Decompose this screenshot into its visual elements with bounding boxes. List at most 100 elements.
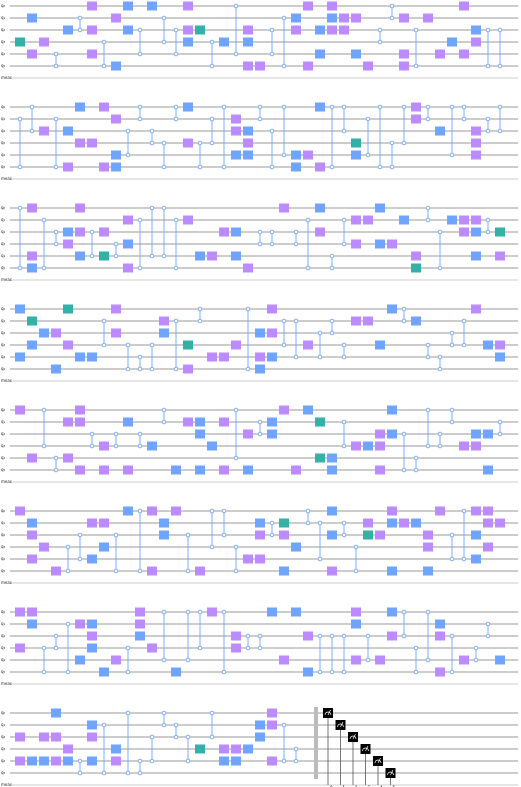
- gate: [27, 317, 37, 326]
- gate: [327, 454, 337, 463]
- gate: [471, 127, 481, 136]
- target-dot: [18, 206, 22, 210]
- gate: [483, 507, 493, 516]
- control-dot: [90, 432, 94, 436]
- gate: [399, 50, 409, 59]
- gate: [315, 228, 325, 237]
- control-dot: [390, 4, 394, 8]
- gate: [327, 26, 337, 35]
- gate: [51, 733, 61, 742]
- gate: [123, 240, 133, 249]
- control-dot: [198, 141, 202, 145]
- gate: [363, 531, 373, 540]
- target-dot: [222, 509, 226, 513]
- gate: [495, 228, 505, 237]
- control-dot: [330, 254, 334, 258]
- control-dot: [462, 343, 466, 347]
- target-dot: [498, 432, 502, 436]
- gate: [147, 567, 157, 576]
- gate: [411, 519, 421, 528]
- gate: [27, 204, 37, 213]
- control-dot: [186, 569, 190, 573]
- gate: [471, 151, 481, 160]
- gate: [315, 418, 325, 427]
- control-dot: [150, 343, 154, 347]
- gate: [111, 656, 121, 665]
- gate: [279, 406, 289, 415]
- gate: [243, 745, 253, 754]
- gate: [51, 567, 61, 576]
- gate: [399, 216, 409, 225]
- control-dot: [198, 307, 202, 311]
- gate: [279, 204, 289, 213]
- wire-label: q₀: [1, 508, 6, 513]
- gate: [387, 632, 397, 641]
- control-dot: [462, 557, 466, 561]
- gate: [219, 353, 229, 362]
- control-dot: [138, 509, 142, 513]
- gate: [15, 305, 25, 314]
- target-dot: [330, 634, 334, 638]
- gate: [87, 519, 97, 528]
- measure-gate: [336, 720, 346, 730]
- gate: [15, 406, 25, 415]
- gate: [99, 543, 109, 552]
- gate: [483, 543, 493, 552]
- wire-label: q₂: [1, 330, 6, 335]
- wire-label: q₅: [1, 63, 6, 68]
- target-dot: [486, 129, 490, 133]
- target-dot: [402, 307, 406, 311]
- gate: [123, 418, 133, 427]
- gate: [435, 632, 445, 641]
- control-dot: [258, 117, 262, 121]
- gate: [99, 442, 109, 451]
- control-dot: [78, 533, 82, 537]
- wire-label: q₄: [1, 253, 6, 258]
- gate: [471, 555, 481, 564]
- target-dot: [162, 658, 166, 662]
- wire-label: meas: [1, 782, 12, 787]
- gate: [63, 163, 73, 172]
- wire-label: q₄: [1, 51, 6, 56]
- gate: [87, 555, 97, 564]
- gate: [255, 519, 265, 528]
- gate: [195, 466, 205, 475]
- target-dot: [426, 408, 430, 412]
- gate: [123, 26, 133, 35]
- wire-label: q₁: [1, 116, 6, 121]
- wire-label: q₃: [1, 39, 6, 44]
- target-dot: [186, 610, 190, 614]
- control-dot: [498, 129, 502, 133]
- gate: [351, 656, 361, 665]
- gate: [459, 228, 469, 237]
- control-dot: [342, 129, 346, 133]
- target-dot: [330, 331, 334, 335]
- target-dot: [114, 444, 118, 448]
- target-dot: [294, 242, 298, 246]
- target-dot: [414, 28, 418, 32]
- target-dot: [258, 432, 262, 436]
- gate: [27, 531, 37, 540]
- control-dot: [330, 319, 334, 323]
- gate: [411, 103, 421, 112]
- gate: [183, 2, 193, 11]
- target-dot: [246, 646, 250, 650]
- control-dot: [150, 759, 154, 763]
- wire-label: q₀: [1, 205, 6, 210]
- gate: [159, 317, 169, 326]
- gate: [399, 14, 409, 23]
- control-dot: [162, 711, 166, 715]
- gate: [303, 341, 313, 350]
- target-dot: [174, 28, 178, 32]
- gate: [267, 721, 277, 730]
- gate: [195, 418, 205, 427]
- wire-label: q₃: [1, 342, 6, 347]
- control-dot: [462, 105, 466, 109]
- gate: [195, 745, 205, 754]
- control-dot: [366, 634, 370, 638]
- target-dot: [294, 319, 298, 323]
- measure-gate: [323, 708, 333, 718]
- target-dot: [402, 432, 406, 436]
- gate: [75, 620, 85, 629]
- gate: [75, 252, 85, 261]
